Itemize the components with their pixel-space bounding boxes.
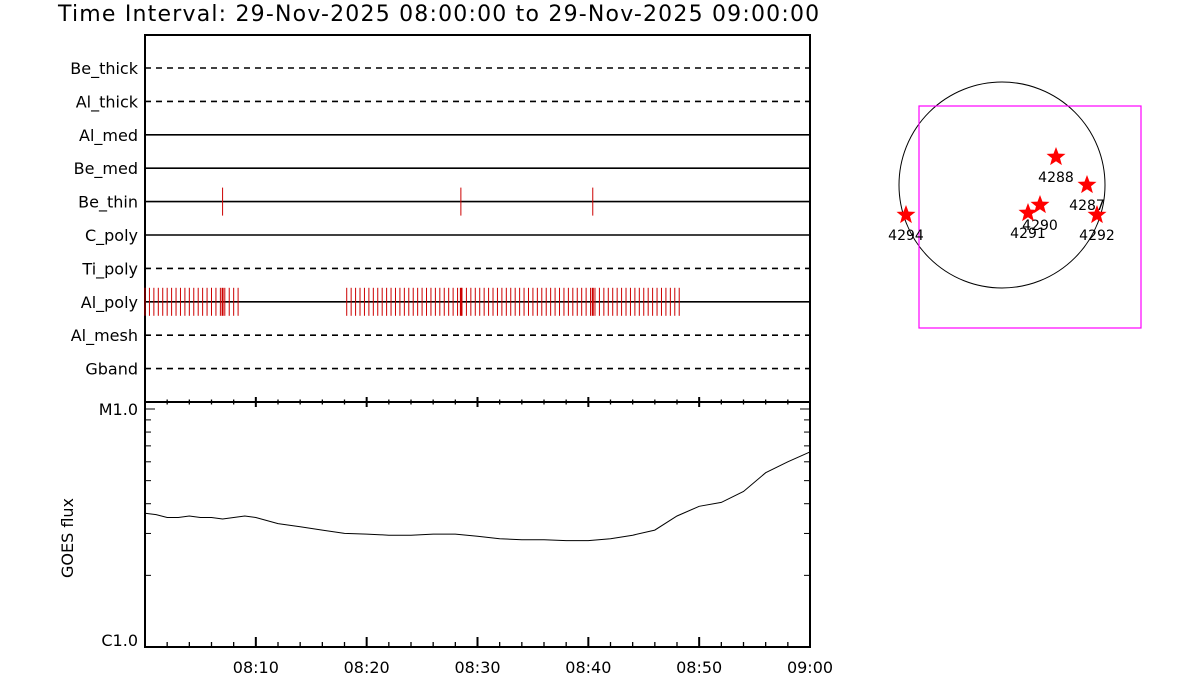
region-label: 4294: [888, 228, 924, 244]
region-marker-icon: [896, 205, 916, 224]
x-tick-label: 08:20: [344, 658, 390, 677]
region-marker-icon: [1018, 203, 1038, 222]
channel-label: Ti_poly: [81, 259, 138, 279]
channel-label: Be_thin: [78, 193, 138, 213]
y-tick-label-bottom: C1.0: [101, 631, 138, 650]
region-label: 4292: [1079, 228, 1115, 244]
x-tick-label: 08:50: [676, 658, 722, 677]
region-label: 4288: [1038, 170, 1074, 186]
channel-label: Be_thick: [70, 59, 138, 79]
goes-flux-series: [144, 451, 811, 542]
y-axis-label: GOES flux: [58, 498, 77, 578]
x-tick-label: 08:10: [233, 658, 279, 677]
chart-title: Time Interval: 29-Nov-2025 08:00:00 to 2…: [58, 2, 821, 27]
region-marker-icon: [1087, 205, 1107, 224]
x-tick-label: 08:30: [454, 658, 500, 677]
channel-label: Al_poly: [81, 293, 138, 313]
region-label: 4290: [1022, 218, 1058, 234]
y-tick-label-top: M1.0: [99, 400, 138, 419]
channel-label: C_poly: [85, 226, 138, 246]
x-tick-label: 08:40: [565, 658, 611, 677]
region-marker-icon: [1077, 175, 1097, 194]
channel-label: Al_med: [79, 126, 138, 146]
solar-disk-outline: [898, 81, 1106, 289]
region-marker-icon: [1046, 147, 1066, 166]
channel-label: Be_med: [74, 159, 138, 179]
x-tick-label: 09:00: [787, 658, 833, 677]
channel-label: Gband: [85, 360, 138, 379]
channel-label: Al_mesh: [71, 326, 138, 346]
region-marker-icon: [1030, 195, 1050, 214]
field-of-view-box: [918, 105, 1142, 329]
channel-label: Al_thick: [76, 92, 139, 112]
region-label: 4291: [1010, 226, 1046, 242]
